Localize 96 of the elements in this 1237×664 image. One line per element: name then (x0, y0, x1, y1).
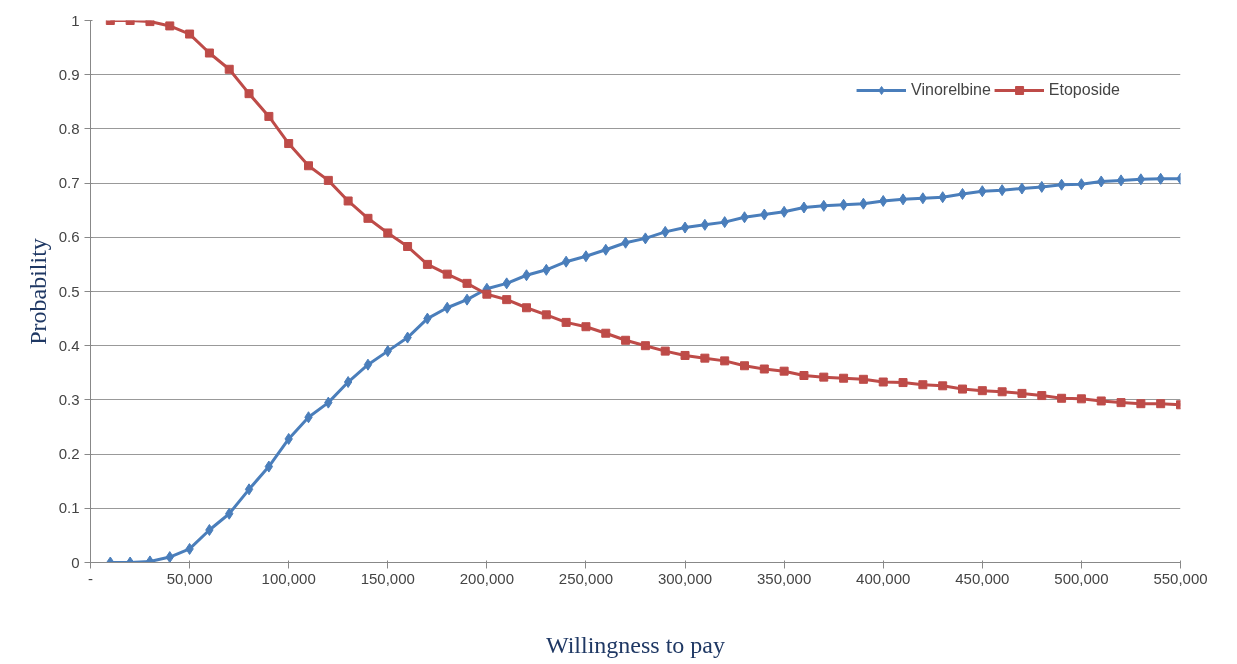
x-tick-label: 300,000 (657, 569, 713, 587)
point (720, 356, 730, 366)
point (918, 380, 928, 390)
y-tick-label: 0.5 (58, 282, 80, 300)
point (343, 376, 353, 389)
point (561, 317, 571, 327)
point (462, 293, 472, 306)
point (581, 322, 591, 332)
point (1156, 399, 1166, 409)
point (878, 377, 888, 387)
point (958, 384, 967, 394)
y-tick-label: 0.4 (58, 336, 80, 354)
y-axis-title: Probability (24, 238, 51, 345)
point (680, 350, 690, 360)
point (621, 335, 631, 345)
point (244, 89, 254, 99)
point (1037, 391, 1047, 401)
point (1116, 174, 1126, 187)
point (799, 371, 809, 381)
point (304, 161, 313, 171)
point (740, 361, 749, 371)
point (383, 228, 393, 238)
point (858, 374, 868, 384)
y-tick-label: 0.9 (58, 65, 80, 83)
point (601, 328, 611, 338)
x-tick-label: 250,000 (558, 569, 614, 587)
point (522, 303, 531, 313)
point (1136, 399, 1146, 409)
x-tick-label: 400,000 (856, 569, 911, 587)
point (482, 289, 492, 299)
point (323, 175, 333, 185)
point (680, 221, 690, 234)
point (1076, 394, 1086, 404)
x-tick-label: 50,000 (166, 569, 213, 587)
point (839, 373, 849, 383)
point (898, 378, 908, 388)
point (185, 29, 195, 39)
legend-label: Etoposide (1048, 81, 1120, 99)
point (284, 139, 294, 149)
point (640, 341, 650, 351)
point (422, 259, 432, 269)
point (145, 20, 155, 27)
point (898, 193, 908, 206)
point (1116, 398, 1126, 408)
x-tick-label: 450,000 (955, 569, 1010, 587)
x-tick-label: 550,000 (1153, 569, 1208, 587)
y-tick-label: 0.2 (58, 445, 80, 463)
point (660, 346, 670, 356)
x-tick-label: 500,000 (1054, 569, 1109, 587)
y-tick-label: 0.3 (58, 390, 80, 408)
point (581, 250, 591, 263)
y-tick-label: 0.8 (58, 119, 80, 137)
point (264, 460, 274, 473)
point (403, 242, 413, 252)
point (1096, 396, 1106, 406)
x-tick-label: 150,000 (360, 569, 415, 587)
point (204, 48, 214, 58)
y-tick-label: 0.7 (58, 174, 80, 192)
point (165, 551, 174, 563)
point (997, 387, 1007, 397)
y-tick-label: 0.6 (58, 228, 80, 246)
x-tick-label: 200,000 (459, 569, 514, 587)
point (779, 366, 789, 376)
point (244, 483, 254, 496)
point (541, 310, 551, 320)
point (938, 381, 948, 391)
legend-label: Vinorelbine (911, 81, 991, 99)
point (977, 386, 987, 396)
y-tick-label: 0 (71, 553, 80, 571)
point (1057, 393, 1067, 403)
point (165, 21, 175, 31)
point (462, 278, 472, 288)
point (363, 358, 373, 371)
point (264, 111, 274, 121)
point (700, 218, 710, 231)
x-tick-label: - (88, 569, 93, 587)
point (502, 295, 512, 305)
point (561, 255, 571, 268)
point (363, 213, 373, 223)
point (779, 205, 789, 218)
point (1017, 182, 1027, 195)
y-tick-label: 1 (71, 11, 80, 29)
point (343, 196, 353, 206)
x-tick-label: 100,000 (261, 569, 316, 587)
point (759, 364, 769, 374)
point (1136, 173, 1146, 186)
y-tick-label: 0.1 (58, 499, 80, 517)
point (442, 269, 452, 279)
x-axis-title: Willingness to pay (545, 631, 726, 658)
point (1017, 388, 1027, 398)
point (799, 201, 809, 214)
point (700, 353, 710, 363)
point (224, 64, 234, 74)
point (819, 372, 829, 382)
point (918, 192, 928, 205)
x-tick-label: 350,000 (757, 569, 812, 587)
